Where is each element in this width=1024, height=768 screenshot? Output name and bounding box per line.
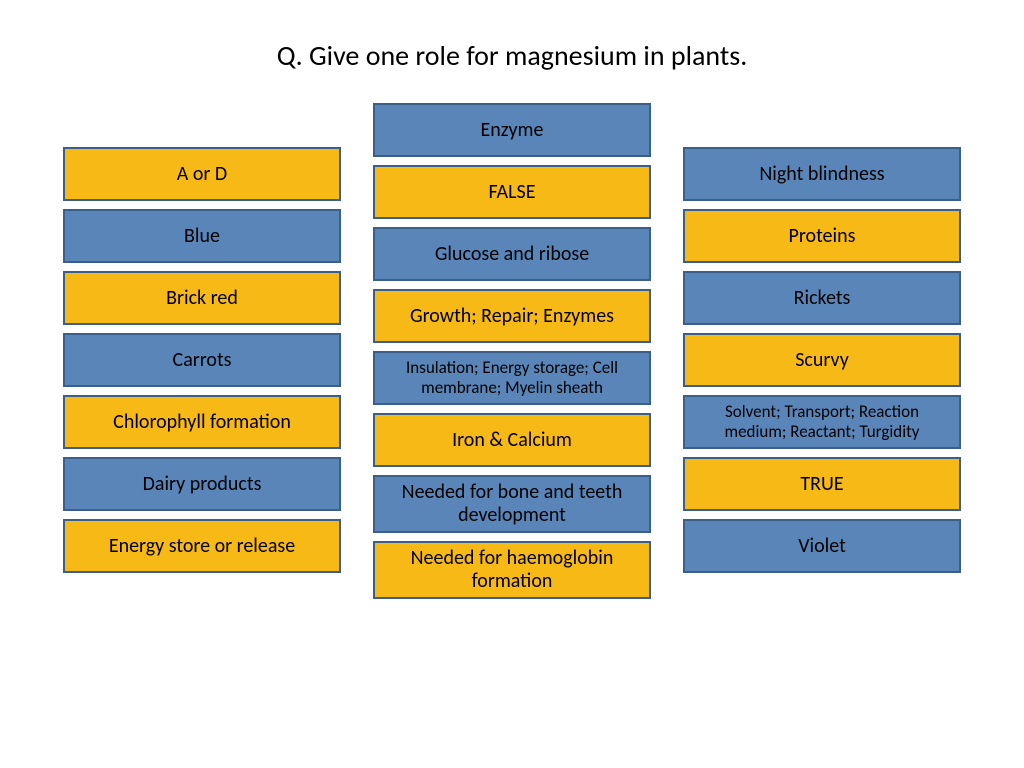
answer-card[interactable]: Needed for bone and teeth development: [373, 475, 651, 533]
card-columns: A or D Blue Brick red Carrots Chlorophyl…: [0, 103, 1024, 599]
answer-card[interactable]: Carrots: [63, 333, 341, 387]
answer-card[interactable]: A or D: [63, 147, 341, 201]
answer-card[interactable]: Night blindness: [683, 147, 961, 201]
answer-card[interactable]: Proteins: [683, 209, 961, 263]
column-middle: Enzyme FALSE Glucose and ribose Growth; …: [373, 103, 651, 599]
column-right: Night blindness Proteins Rickets Scurvy …: [683, 147, 961, 599]
answer-card[interactable]: Needed for haemoglobin formation: [373, 541, 651, 599]
answer-card[interactable]: Violet: [683, 519, 961, 573]
answer-card[interactable]: Enzyme: [373, 103, 651, 157]
answer-card[interactable]: Blue: [63, 209, 341, 263]
answer-card[interactable]: Brick red: [63, 271, 341, 325]
question-title: Q. Give one role for magnesium in plants…: [0, 0, 1024, 103]
answer-card[interactable]: Energy store or release: [63, 519, 341, 573]
column-left: A or D Blue Brick red Carrots Chlorophyl…: [63, 147, 341, 599]
answer-card[interactable]: Chlorophyll formation: [63, 395, 341, 449]
answer-card[interactable]: Dairy products: [63, 457, 341, 511]
answer-card[interactable]: Scurvy: [683, 333, 961, 387]
answer-card[interactable]: Insulation; Energy storage; Cell membran…: [373, 351, 651, 405]
answer-card[interactable]: Iron & Calcium: [373, 413, 651, 467]
answer-card[interactable]: TRUE: [683, 457, 961, 511]
answer-card[interactable]: Glucose and ribose: [373, 227, 651, 281]
answer-card[interactable]: FALSE: [373, 165, 651, 219]
answer-card[interactable]: Growth; Repair; Enzymes: [373, 289, 651, 343]
answer-card[interactable]: Rickets: [683, 271, 961, 325]
answer-card[interactable]: Solvent; Transport; Reaction medium; Rea…: [683, 395, 961, 449]
